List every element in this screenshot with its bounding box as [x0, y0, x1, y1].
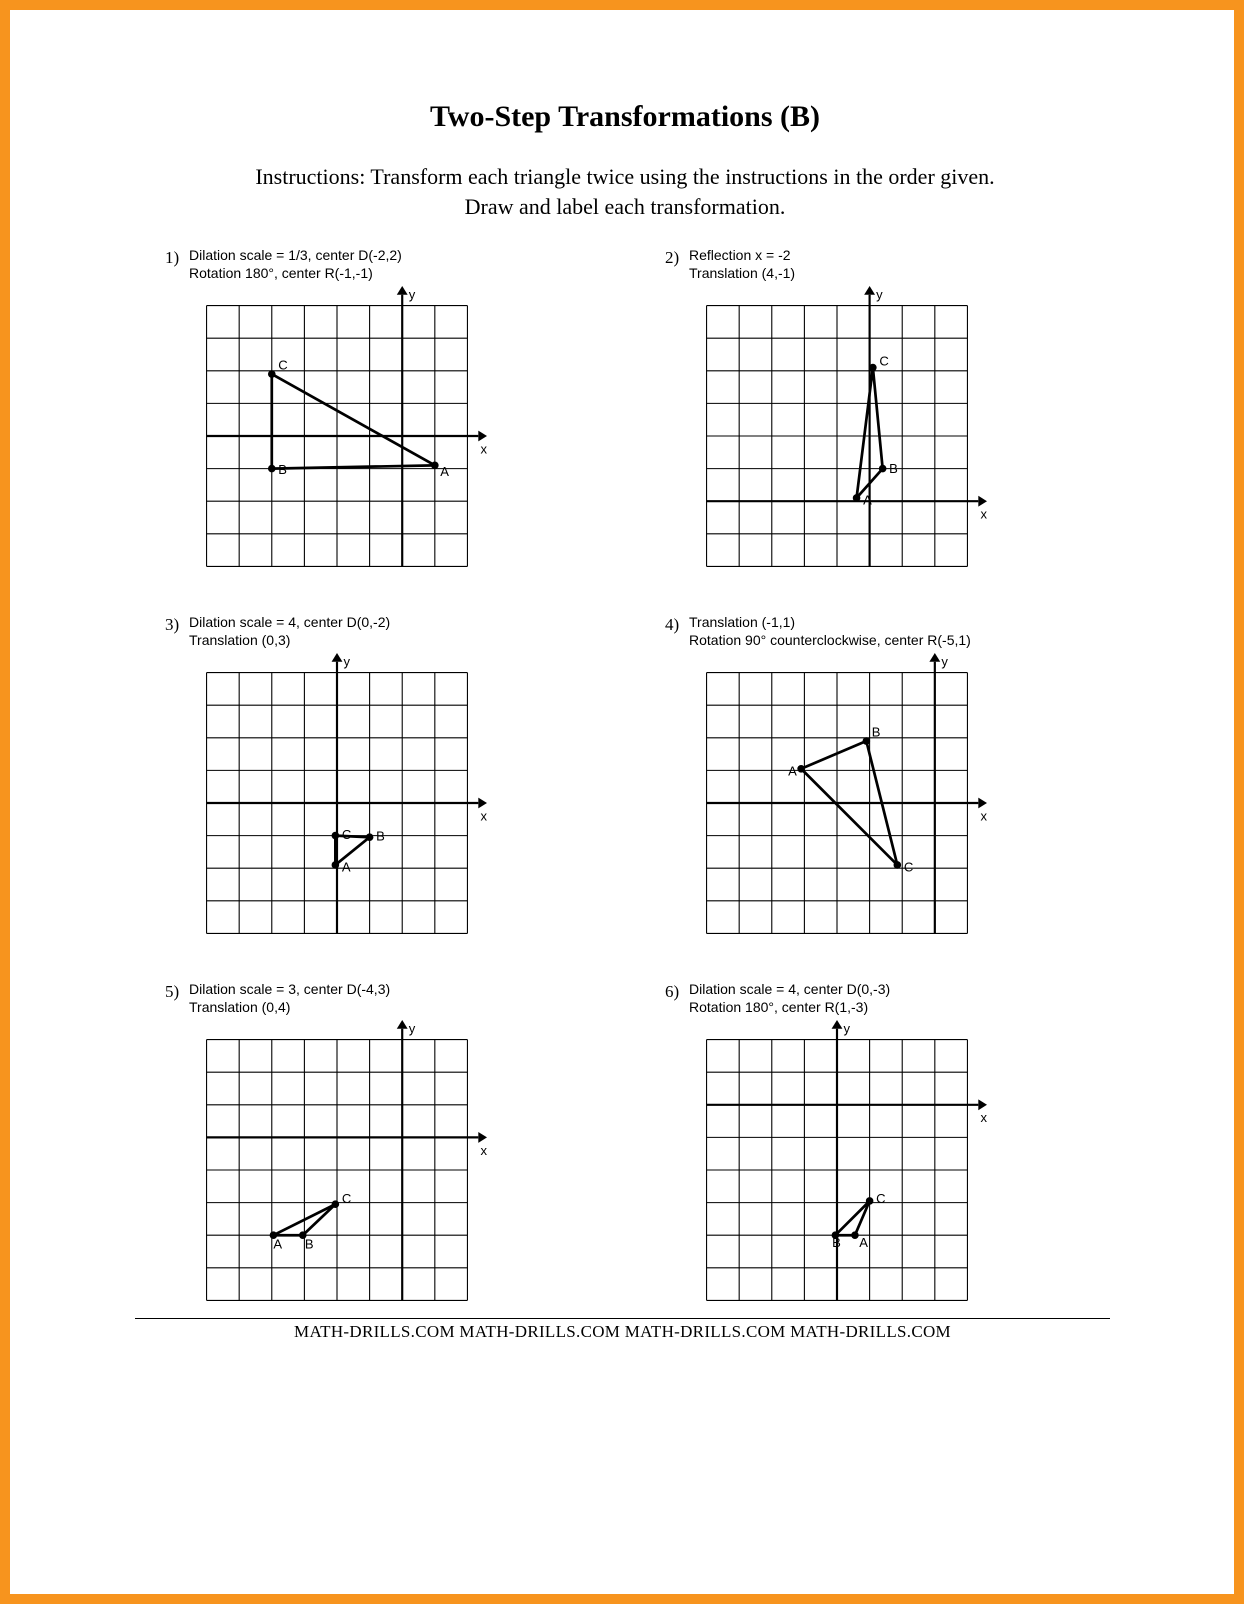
svg-text:y: y: [876, 287, 883, 302]
svg-text:y: y: [344, 654, 351, 669]
problem-instructions: Dilation scale = 4, center D(0,-2)Transl…: [189, 614, 390, 649]
problem-step-1: Dilation scale = 4, center D(0,-3): [689, 981, 890, 999]
svg-text:y: y: [844, 1021, 851, 1036]
problem-instructions: Translation (-1,1)Rotation 90° countercl…: [689, 614, 971, 649]
svg-text:C: C: [342, 827, 351, 842]
worksheet-page: Two-Step Transformations (B) Instruction…: [135, 100, 1115, 1320]
problem: 2)Reflection x = -2Translation (4,-1) x y C…: [665, 247, 1085, 586]
svg-text:C: C: [876, 1192, 885, 1207]
page-frame: Two-Step Transformations (B) Instruction…: [0, 0, 1244, 1604]
svg-text:A: A: [342, 860, 351, 875]
svg-text:x: x: [980, 809, 987, 824]
svg-text:x: x: [980, 507, 987, 522]
problem-number: 3): [165, 614, 185, 649]
problem-step-1: Dilation scale = 3, center D(-4,3): [189, 981, 390, 999]
svg-text:A: A: [863, 493, 872, 508]
svg-text:C: C: [904, 860, 913, 875]
svg-text:B: B: [278, 462, 287, 477]
coordinate-grid: x y C A B: [187, 1020, 487, 1320]
problem-header: 4)Translation (-1,1)Rotation 90° counter…: [665, 614, 1085, 649]
problem: 1)Dilation scale = 1/3, center D(-2,2)Ro…: [165, 247, 585, 586]
page-title: Two-Step Transformations (B): [135, 100, 1115, 134]
problem-header: 5)Dilation scale = 3, center D(-4,3)Tran…: [165, 981, 585, 1016]
instructions: Instructions: Transform each triangle tw…: [135, 162, 1115, 221]
svg-text:C: C: [342, 1192, 351, 1207]
problem-number: 5): [165, 981, 185, 1016]
coordinate-grid: x y C B A: [187, 286, 487, 586]
coordinate-grid: x y B A C: [687, 653, 987, 953]
footer-rule: [135, 1318, 1110, 1319]
problem-step-2: Translation (0,3): [189, 632, 390, 650]
svg-text:x: x: [980, 1111, 987, 1126]
svg-text:A: A: [859, 1236, 868, 1251]
problem-instructions: Dilation scale = 1/3, center D(-2,2)Rota…: [189, 247, 402, 282]
svg-text:x: x: [480, 442, 487, 457]
problem-step-1: Dilation scale = 1/3, center D(-2,2): [189, 247, 402, 265]
coordinate-grid: x y C B A: [687, 286, 987, 586]
problem: 4)Translation (-1,1)Rotation 90° counter…: [665, 614, 1085, 953]
svg-text:B: B: [376, 829, 385, 844]
svg-text:A: A: [788, 764, 797, 779]
svg-text:y: y: [409, 1021, 416, 1036]
coordinate-grid: x y C B A: [187, 653, 487, 953]
problem-step-2: Rotation 90° counterclockwise, center R(…: [689, 632, 971, 650]
problem-step-2: Rotation 180°, center R(1,-3): [689, 999, 890, 1017]
instructions-line-2: Draw and label each transformation.: [465, 194, 786, 219]
problem-header: 2)Reflection x = -2Translation (4,-1): [665, 247, 1085, 282]
problems-grid: 1)Dilation scale = 1/3, center D(-2,2)Ro…: [135, 247, 1115, 1320]
coordinate-grid: x y C A B: [687, 1020, 987, 1320]
problem: 6)Dilation scale = 4, center D(0,-3)Rota…: [665, 981, 1085, 1320]
problem-step-1: Dilation scale = 4, center D(0,-2): [189, 614, 390, 632]
problem-number: 6): [665, 981, 685, 1016]
problem-instructions: Dilation scale = 3, center D(-4,3)Transl…: [189, 981, 390, 1016]
problem-step-1: Reflection x = -2: [689, 247, 795, 265]
svg-text:B: B: [889, 461, 898, 476]
svg-text:x: x: [480, 1143, 487, 1158]
problem-header: 3)Dilation scale = 4, center D(0,-2)Tran…: [165, 614, 585, 649]
footer-text: MATH-DRILLS.COM MATH-DRILLS.COM MATH-DRI…: [135, 1322, 1110, 1342]
problem-step-2: Translation (0,4): [189, 999, 390, 1017]
problem-instructions: Dilation scale = 4, center D(0,-3)Rotati…: [689, 981, 890, 1016]
svg-text:y: y: [409, 287, 416, 302]
svg-text:C: C: [879, 354, 888, 369]
problem: 5)Dilation scale = 3, center D(-4,3)Tran…: [165, 981, 585, 1320]
problem-header: 6)Dilation scale = 4, center D(0,-3)Rota…: [665, 981, 1085, 1016]
problem-number: 2): [665, 247, 685, 282]
svg-text:B: B: [832, 1236, 841, 1251]
svg-text:B: B: [872, 725, 881, 740]
svg-text:A: A: [273, 1237, 282, 1252]
svg-text:A: A: [440, 465, 449, 480]
problem-instructions: Reflection x = -2Translation (4,-1): [689, 247, 795, 282]
svg-text:B: B: [305, 1237, 314, 1252]
problem: 3)Dilation scale = 4, center D(0,-2)Tran…: [165, 614, 585, 953]
problem-header: 1)Dilation scale = 1/3, center D(-2,2)Ro…: [165, 247, 585, 282]
problem-step-2: Rotation 180°, center R(-1,-1): [189, 265, 402, 283]
problem-step-2: Translation (4,-1): [689, 265, 795, 283]
svg-text:C: C: [278, 358, 287, 373]
svg-text:y: y: [941, 654, 948, 669]
problem-number: 4): [665, 614, 685, 649]
problem-step-1: Translation (-1,1): [689, 614, 971, 632]
instructions-line-1: Instructions: Transform each triangle tw…: [255, 164, 994, 189]
problem-number: 1): [165, 247, 185, 282]
svg-text:x: x: [480, 809, 487, 824]
